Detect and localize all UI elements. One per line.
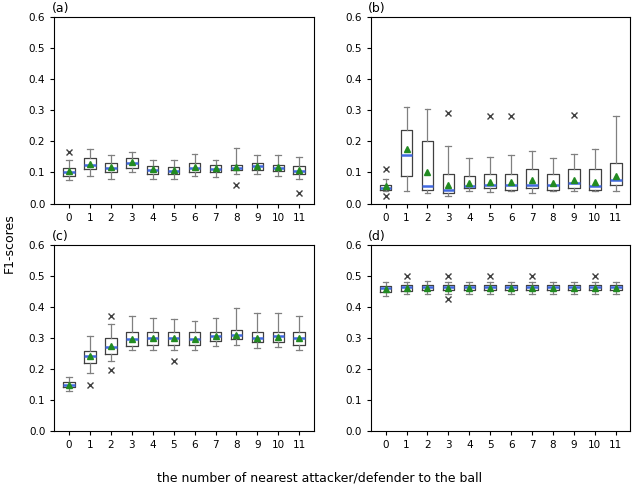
Text: (b): (b) (369, 2, 386, 15)
Text: (d): (d) (369, 230, 386, 243)
Text: (a): (a) (52, 2, 69, 15)
Text: F1-scores: F1-scores (3, 214, 16, 273)
Text: the number of nearest attacker/defender to the ball: the number of nearest attacker/defender … (157, 471, 483, 485)
Text: (c): (c) (52, 230, 68, 243)
